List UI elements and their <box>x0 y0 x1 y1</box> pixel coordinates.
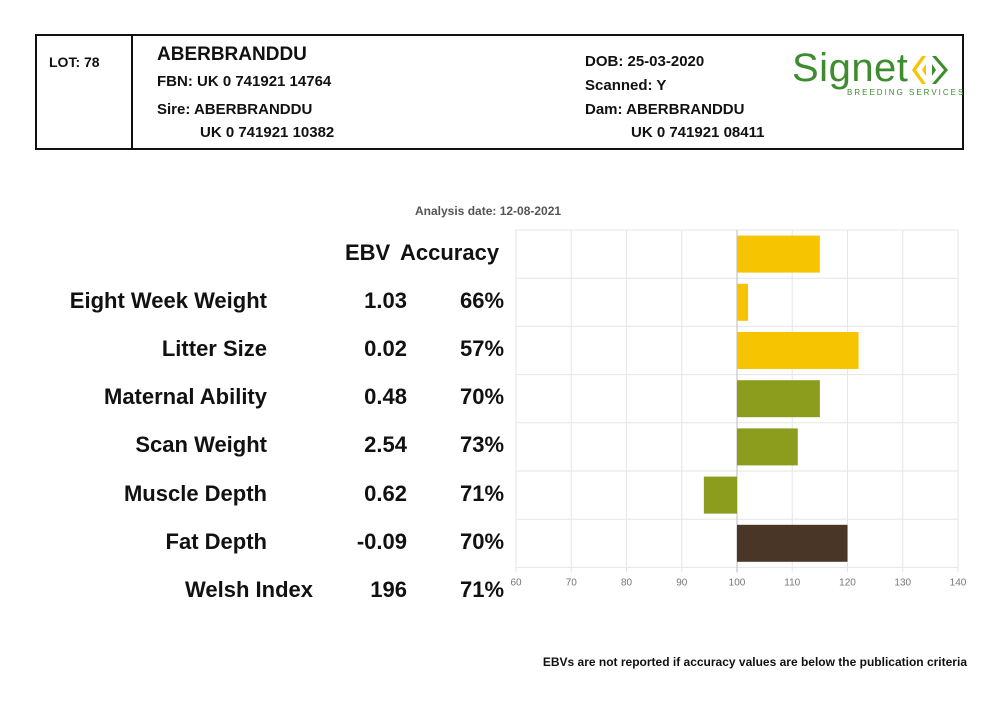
logo-subtext: BREEDING SERVICES <box>847 88 966 97</box>
animal-name: ABERBRANDDU <box>157 44 307 65</box>
x-tick-label: 90 <box>676 577 688 588</box>
sire-id: UK 0 741921 10382 <box>200 124 335 141</box>
ebv-bar-chart: 60 70 80 90 100 110 120 130 140 <box>510 229 967 588</box>
trait-ebv: 0.48 <box>364 384 407 409</box>
x-tick-label: 130 <box>894 577 911 588</box>
bar <box>737 380 820 418</box>
date-of-birth: DOB: 25-03-2020 <box>585 53 705 70</box>
animal-header-panel: LOT: 78 ABERBRANDDU FBN: UK 0 741921 147… <box>35 34 964 150</box>
trait-accuracy: 70% <box>460 384 505 409</box>
trait-ebv: 0.02 <box>364 336 407 361</box>
accuracy-column-header: Accuracy <box>400 240 500 265</box>
trait-accuracy: 71% <box>460 481 505 506</box>
x-tick-label: 100 <box>729 577 746 588</box>
trait-ebv: 1.03 <box>364 288 407 313</box>
x-tick-label: 80 <box>621 577 633 588</box>
x-tick-label: 70 <box>566 577 578 588</box>
bar <box>737 235 820 273</box>
bar <box>703 476 737 514</box>
trait-ebv: -0.09 <box>356 529 407 554</box>
x-tick-label: 60 <box>510 577 522 588</box>
trait-accuracy: 73% <box>460 432 505 457</box>
trait-ebv: 196 <box>370 577 407 602</box>
trait-ebv: 0.62 <box>364 481 407 506</box>
publication-footnote: EBVs are not reported if accuracy values… <box>542 655 967 669</box>
bar <box>737 524 848 562</box>
scanned-status: Scanned: Y <box>585 77 667 94</box>
x-tick-label: 140 <box>950 577 967 588</box>
dam-id: UK 0 741921 08411 <box>631 124 765 141</box>
trait-label: Eight Week Weight <box>69 288 267 313</box>
fbn-number: FBN: UK 0 741921 14764 <box>157 73 332 90</box>
trait-label: Muscle Depth <box>123 481 267 506</box>
trait-label: Fat Depth <box>165 529 267 554</box>
trait-accuracy: 71% <box>460 577 505 602</box>
bar <box>737 283 749 321</box>
trait-label: Welsh Index <box>185 577 313 602</box>
x-tick-label: 110 <box>784 577 800 588</box>
trait-accuracy: 66% <box>460 288 505 313</box>
lot-cell: LOT: 78 <box>37 36 133 148</box>
trait-label: Scan Weight <box>135 432 267 457</box>
trait-ebv: 2.54 <box>364 432 407 457</box>
trait-accuracy: 57% <box>460 336 505 361</box>
bar <box>737 332 859 369</box>
x-tick-label: 120 <box>839 577 856 588</box>
analysis-date: Analysis date: 12-08-2021 <box>415 204 562 218</box>
sire-label: Sire: ABERBRANDDU <box>157 101 313 118</box>
signet-logo: Signet BREEDING SERVICES <box>792 46 963 102</box>
signet-chevrons-icon <box>912 56 948 84</box>
lot-number: LOT: 78 <box>49 54 100 70</box>
trait-accuracy: 70% <box>460 529 505 554</box>
trait-label: Litter Size <box>161 336 267 361</box>
dam-label: Dam: ABERBRANDDU <box>585 101 745 118</box>
trait-label: Maternal Ability <box>104 384 267 409</box>
bar <box>737 428 798 466</box>
ebv-column-header: EBV <box>345 240 391 265</box>
logo-wordmark: Signet <box>792 46 909 90</box>
